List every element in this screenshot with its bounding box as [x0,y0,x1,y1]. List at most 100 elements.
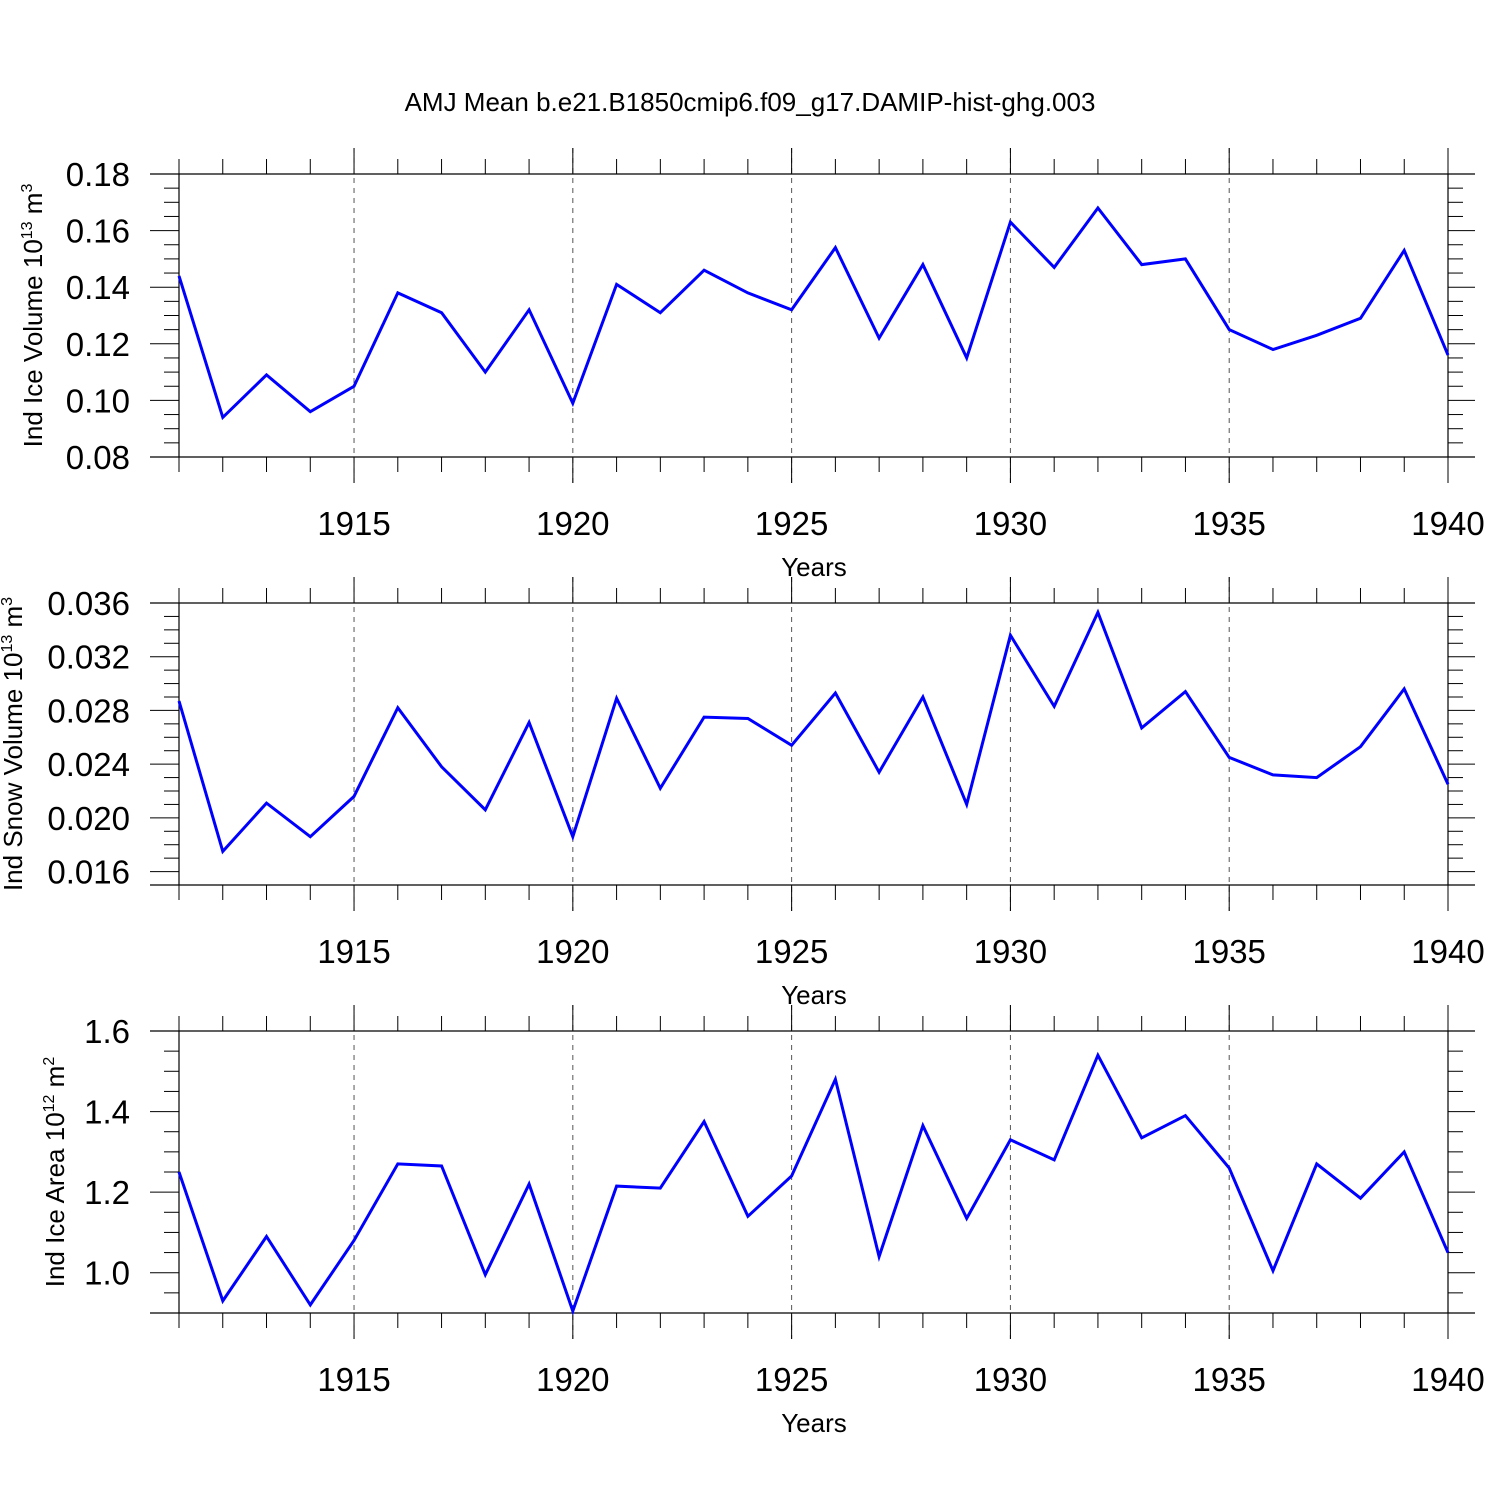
data-point [178,700,181,703]
y-tick-label: 1.4 [84,1094,130,1131]
data-point [1140,263,1143,266]
y-tick-label: 0.10 [66,382,130,419]
y-axis-title-base: Ind Ice Area 10 [40,1112,70,1287]
data-point [571,402,574,405]
y-tick-label: 0.08 [66,439,130,476]
series-line-ice-volume [177,205,1450,421]
y-axis-title-exponent: 13 [0,635,16,653]
data-point [265,1235,268,1238]
data-point [440,765,443,768]
data-point [921,263,924,266]
y-tick-label: 0.032 [47,639,130,676]
series-line-ice-area [177,1051,1450,1316]
data-point [1403,1150,1406,1153]
data-point [178,274,181,277]
data-point [965,1217,968,1220]
y-tick-label: 1.0 [84,1255,130,1292]
data-point [790,744,793,747]
x-axis-title: Years [781,1408,847,1438]
data-point [659,787,662,790]
x-tick-label: 1920 [536,1361,609,1398]
data-point [484,371,487,374]
data-point [1053,1158,1056,1161]
data-point [1271,1269,1274,1272]
data-point [353,795,356,798]
data-point [834,1078,837,1081]
data-point [1315,1162,1318,1165]
data-point [1228,756,1231,759]
data-point [1140,726,1143,729]
data-point [703,269,706,272]
data-point [921,696,924,699]
y-tick-label: 0.020 [47,800,130,837]
data-point [615,283,618,286]
data-point [353,385,356,388]
data-point [746,1215,749,1218]
data-point [965,803,968,806]
x-tick-label: 1935 [1192,505,1265,542]
data-point [615,697,618,700]
data-point [659,1187,662,1190]
data-point [1009,1138,1012,1141]
data-point [1228,328,1231,331]
data-point [1359,1197,1362,1200]
y-tick-label: 0.016 [47,854,130,891]
data-point [484,808,487,811]
data-point [921,1124,924,1127]
data-point [309,410,312,413]
x-tick-label: 1940 [1411,1361,1484,1398]
data-point [1447,783,1450,786]
data-point [1009,634,1012,637]
x-tick-label: 1920 [536,505,609,542]
data-point [1447,354,1450,357]
data-point [396,1162,399,1165]
data-point [1228,1166,1231,1169]
data-point [1053,266,1056,269]
data-point [1403,249,1406,252]
data-point [1053,705,1056,708]
x-tick-label: 1940 [1411,505,1484,542]
panel-snow-volume: 0.016 0.020 0.024 0.028 0.032 0.036 1915 1920 19… [0,577,1485,1010]
data-point [615,1185,618,1188]
panel-ice-volume: 0.08 0.10 0.12 0.14 0.16 0.18 1915 1920 1925 1930… [18,148,1485,582]
y-tick-label: 0.14 [66,269,130,306]
x-tick-label: 1930 [974,1361,1047,1398]
x-tick-label: 1915 [317,1361,390,1398]
x-tick-label: 1935 [1192,933,1265,970]
data-point [221,850,224,853]
data-point [965,356,968,359]
y-tick-label: 0.036 [47,585,130,622]
data-point [1009,221,1012,224]
series-line-snow-volume [177,608,1450,855]
data-point [484,1273,487,1276]
y-tick-label: 0.18 [66,156,130,193]
y-tick-label: 0.024 [47,746,130,783]
data-point [309,1303,312,1306]
data-point [265,373,268,376]
x-tick-label: 1920 [536,933,609,970]
data-point [746,717,749,720]
y-tick-label: 1.6 [84,1013,130,1050]
data-point [703,1120,706,1123]
data-point [1315,776,1318,779]
data-point [528,721,531,724]
data-point [528,1183,531,1186]
data-point [1315,334,1318,337]
data-point [221,1299,224,1302]
data-point [878,1255,881,1258]
data-point [1184,1114,1187,1117]
y-axis-title: Ind Snow Volume 1013 m3 [0,597,28,891]
x-tick-label: 1930 [974,933,1047,970]
data-point [878,337,881,340]
data-point [1271,773,1274,776]
y-axis-title-exponent: 13 [19,221,36,239]
data-point [178,1171,181,1174]
data-point [1271,348,1274,351]
data-point [571,1309,574,1312]
data-point [1096,1054,1099,1057]
y-axis-title: Ind Ice Area 1012 m2 [40,1057,70,1288]
data-point [1447,1251,1450,1254]
x-axis-title: Years [781,552,847,582]
data-point [790,1175,793,1178]
